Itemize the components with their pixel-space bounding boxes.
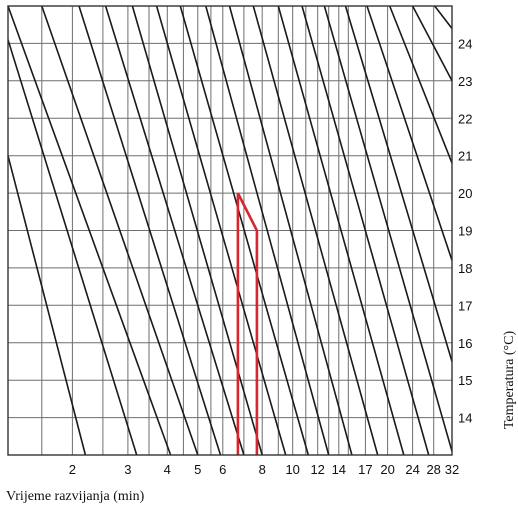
y-tick-label: 19 — [458, 224, 472, 239]
x-tick-label: 5 — [194, 462, 201, 477]
y-tick-label: 21 — [458, 149, 472, 164]
guide-line — [7, 39, 138, 456]
guide-line — [434, 5, 453, 29]
plot-frame — [7, 5, 453, 456]
guide-line — [366, 5, 453, 261]
guide-line — [323, 5, 453, 452]
guide-lines — [7, 5, 453, 456]
y-axis-label: Temperatura (°C) — [502, 331, 517, 430]
y-tick-label: 22 — [458, 111, 472, 126]
x-tick-label: 10 — [285, 462, 299, 477]
y-tick-labels: 14 15 16 17 18 19 20 21 22 23 24 — [458, 36, 472, 425]
y-tick-label: 14 — [458, 411, 472, 426]
y-tick-label: 16 — [458, 336, 472, 351]
guide-line — [41, 5, 199, 456]
guide-line — [277, 5, 405, 456]
series-group — [236, 192, 259, 455]
x-tick-label: 4 — [164, 462, 171, 477]
x-tick-label: 6 — [219, 462, 226, 477]
y-tick-label: 17 — [458, 298, 472, 313]
x-tick-label: 14 — [332, 462, 346, 477]
x-tick-label: 24 — [405, 462, 419, 477]
y-tick-label: 23 — [458, 74, 472, 89]
guide-line — [7, 155, 87, 456]
x-tick-label: 12 — [310, 462, 324, 477]
x-tick-label: 3 — [124, 462, 131, 477]
highlight-series-line — [236, 192, 259, 455]
x-tick-label: 32 — [445, 462, 459, 477]
guide-line — [7, 5, 172, 456]
guide-line — [301, 5, 430, 456]
guide-line — [78, 5, 222, 456]
guide-line — [131, 5, 263, 456]
x-tick-label: 20 — [380, 462, 394, 477]
guide-line — [252, 5, 379, 456]
x-axis-label: Vrijeme razvijanja (min) — [6, 489, 145, 504]
guide-line — [344, 5, 453, 362]
x-tick-labels: 2 3 4 5 6 8 10 12 14 17 20 24 28 32 — [69, 462, 459, 477]
x-tick-label: 8 — [259, 462, 266, 477]
x-tick-label: 28 — [426, 462, 440, 477]
guide-line — [104, 5, 245, 456]
guide-line — [179, 5, 310, 456]
y-tick-label: 15 — [458, 373, 472, 388]
guide-line — [155, 5, 287, 456]
guide-line — [411, 5, 453, 82]
x-tick-label: 2 — [69, 462, 76, 477]
y-tick-label: 18 — [458, 261, 472, 276]
guide-line — [388, 5, 453, 164]
x-tick-label: 17 — [358, 462, 372, 477]
y-tick-label: 20 — [458, 186, 472, 201]
y-tick-label: 24 — [458, 36, 472, 51]
guide-line — [205, 5, 330, 456]
guide-line — [228, 5, 353, 456]
